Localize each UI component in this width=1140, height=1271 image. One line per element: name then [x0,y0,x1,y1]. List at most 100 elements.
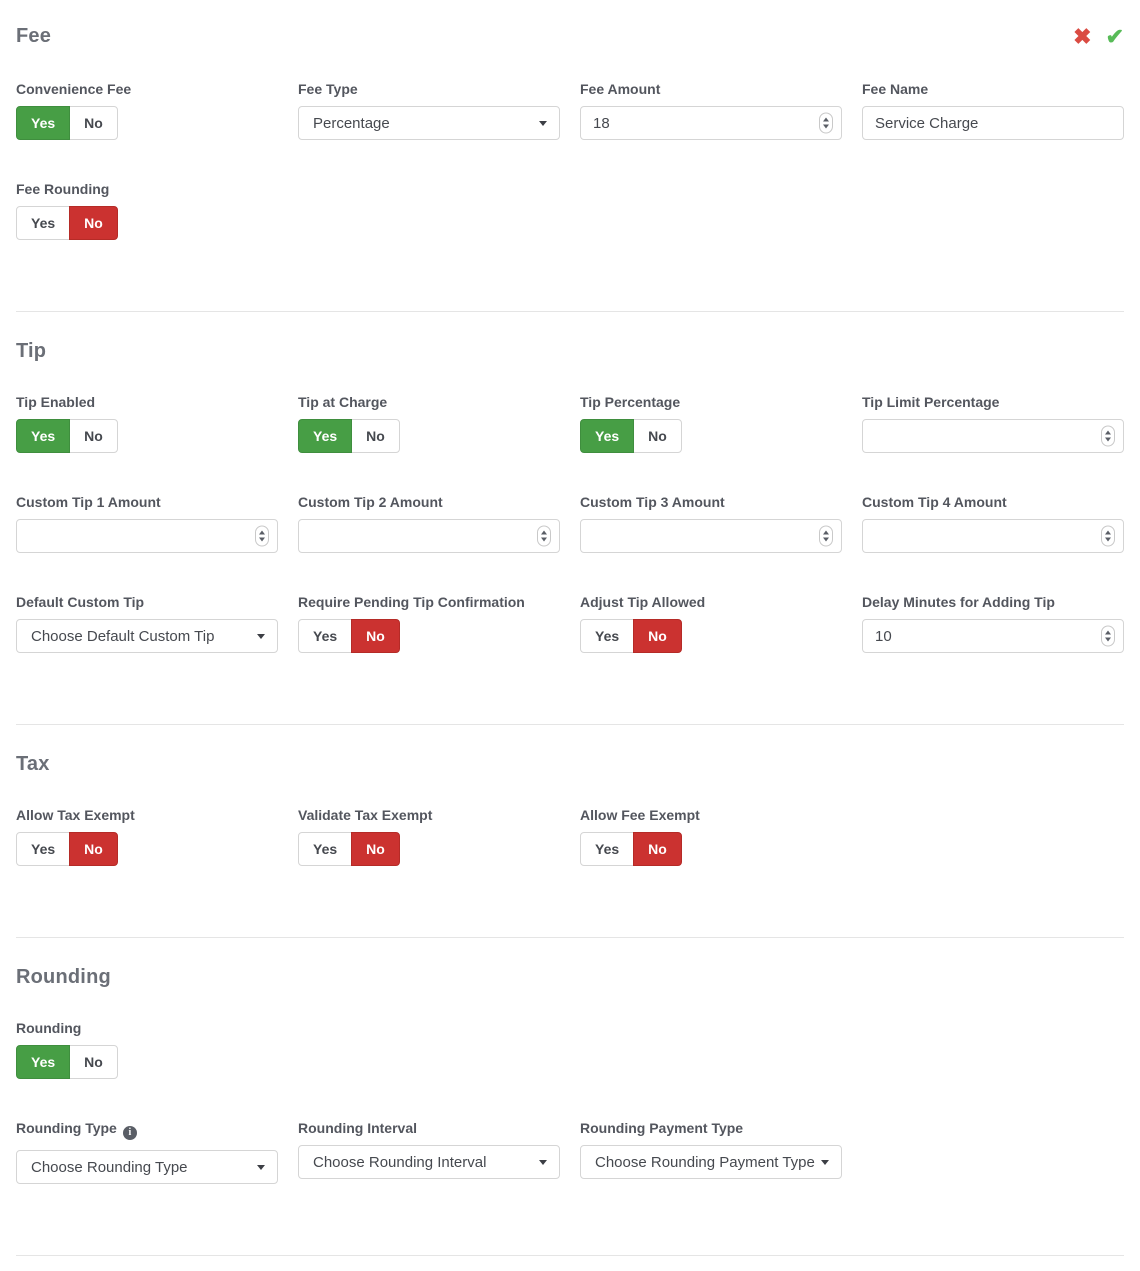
allow-tax-exempt-group: Allow Tax Exempt Yes No [16,808,278,866]
custom-tip-4-stepper-icon[interactable] [1101,525,1115,547]
custom-tip-4-input[interactable] [862,519,1124,553]
tip-limit-percentage-label: Tip Limit Percentage [862,394,1000,410]
adjust-tip-allowed-label: Adjust Tip Allowed [580,594,706,610]
tip-at-charge-yes-button[interactable]: Yes [298,419,353,453]
custom-tip-3-label: Custom Tip 3 Amount [580,494,725,510]
fee-amount-input[interactable] [580,106,842,140]
convenience-fee-toggle: Yes No [16,106,118,140]
tip-section: Tip Tip Enabled Yes No Tip at Charge Yes… [16,312,1124,725]
tip-row-1: Tip Enabled Yes No Tip at Charge Yes No … [16,395,1124,495]
rounding-type-label: Rounding Type i [16,1121,278,1140]
tax-section: Tax Allow Tax Exempt Yes No Validate Tax… [16,725,1124,938]
fee-amount-label: Fee Amount [580,81,661,97]
validate-tax-exempt-no-button[interactable]: No [351,832,400,866]
adjust-tip-allowed-toggle: Yes No [580,619,682,653]
rounding-section-title: Rounding [16,966,111,988]
validate-tax-exempt-label: Validate Tax Exempt [298,807,433,823]
default-custom-tip-select[interactable]: Choose Default Custom Tip [16,619,278,653]
fee-rounding-yes-button[interactable]: Yes [16,206,71,240]
require-pending-tip-confirmation-group: Require Pending Tip Confirmation Yes No [298,595,560,653]
rounding-interval-label: Rounding Interval [298,1120,417,1136]
tip-enabled-no-button[interactable]: No [69,419,118,453]
info-icon[interactable]: i [122,1126,137,1140]
rounding-type-selected-value: Choose Rounding Type [31,1158,188,1176]
tip-at-charge-no-button[interactable]: No [351,419,400,453]
custom-tip-1-label: Custom Tip 1 Amount [16,494,161,510]
validate-tax-exempt-yes-button[interactable]: Yes [298,832,353,866]
tip-enabled-group: Tip Enabled Yes No [16,395,278,453]
rounding-type-select[interactable]: Choose Rounding Type [16,1150,278,1184]
rounding-no-button[interactable]: No [69,1045,118,1079]
custom-tip-1-group: Custom Tip 1 Amount [16,495,278,553]
allow-fee-exempt-label: Allow Fee Exempt [580,807,700,823]
adjust-tip-allowed-no-button[interactable]: No [633,619,682,653]
rounding-interval-group: Rounding Interval Choose Rounding Interv… [298,1121,560,1184]
custom-tip-4-label: Custom Tip 4 Amount [862,494,1007,510]
fee-section-header: Fee ✖ ✔ [16,26,1124,48]
tip-enabled-toggle: Yes No [16,419,118,453]
rounding-interval-select[interactable]: Choose Rounding Interval [298,1145,560,1179]
custom-tip-2-input[interactable] [298,519,560,553]
convenience-fee-yes-button[interactable]: Yes [16,106,71,140]
rounding-group: Rounding Yes No [16,1021,278,1079]
cancel-icon[interactable]: ✖ [1073,24,1092,49]
custom-tip-1-input[interactable] [16,519,278,553]
rounding-type-label-text: Rounding Type [16,1120,117,1136]
tip-section-header: Tip [16,341,1124,361]
custom-tip-2-field [298,519,560,553]
rounding-payment-type-select[interactable]: Choose Rounding Payment Type [580,1145,842,1179]
fee-type-group: Fee Type Percentage [298,82,560,140]
tip-enabled-label: Tip Enabled [16,394,96,410]
rounding-section: Rounding Rounding Yes No Rounding Type i … [16,938,1124,1256]
allow-tax-exempt-yes-button[interactable]: Yes [16,832,71,866]
adjust-tip-allowed-yes-button[interactable]: Yes [580,619,635,653]
tax-row-1: Allow Tax Exempt Yes No Validate Tax Exe… [16,808,1124,908]
custom-tip-1-stepper-icon[interactable] [255,525,269,547]
allow-fee-exempt-yes-button[interactable]: Yes [580,832,635,866]
tip-percentage-yes-button[interactable]: Yes [580,419,635,453]
default-custom-tip-selected-value: Choose Default Custom Tip [31,627,215,645]
tip-limit-percentage-input[interactable] [862,419,1124,453]
chevron-down-icon [257,633,265,639]
convenience-fee-no-button[interactable]: No [69,106,118,140]
fee-rounding-toggle: Yes No [16,206,118,240]
default-custom-tip-group: Default Custom Tip Choose Default Custom… [16,595,278,653]
fee-rounding-no-button[interactable]: No [69,206,118,240]
tip-limit-percentage-stepper-icon[interactable] [1101,425,1115,447]
custom-tip-3-input[interactable] [580,519,842,553]
chevron-down-icon [539,120,547,126]
custom-tip-4-field [862,519,1124,553]
tip-row-3: Default Custom Tip Choose Default Custom… [16,595,1124,695]
allow-fee-exempt-group: Allow Fee Exempt Yes No [580,808,842,866]
custom-tip-3-stepper-icon[interactable] [819,525,833,547]
require-pending-tip-confirmation-yes-button[interactable]: Yes [298,619,353,653]
rounding-row-1: Rounding Yes No [16,1021,1124,1121]
tip-at-charge-label: Tip at Charge [298,394,388,410]
fee-amount-stepper-icon[interactable] [819,112,833,134]
fee-name-field [862,106,1124,140]
fee-type-label: Fee Type [298,81,358,97]
require-pending-tip-confirmation-no-button[interactable]: No [351,619,400,653]
allow-tax-exempt-no-button[interactable]: No [69,832,118,866]
validate-tax-exempt-toggle: Yes No [298,832,400,866]
fee-amount-group: Fee Amount [580,82,842,140]
allow-fee-exempt-no-button[interactable]: No [633,832,682,866]
allow-tax-exempt-toggle: Yes No [16,832,118,866]
rounding-type-group: Rounding Type i Choose Rounding Type [16,1121,278,1184]
fee-rounding-group: Fee Rounding Yes No [16,182,278,240]
tip-percentage-no-button[interactable]: No [633,419,682,453]
rounding-payment-type-group: Rounding Payment Type Choose Rounding Pa… [580,1121,842,1184]
allow-fee-exempt-toggle: Yes No [580,832,682,866]
confirm-icon[interactable]: ✔ [1105,24,1124,49]
fee-type-select[interactable]: Percentage [298,106,560,140]
delay-minutes-stepper-icon[interactable] [1101,625,1115,647]
custom-tip-2-stepper-icon[interactable] [537,525,551,547]
tip-enabled-yes-button[interactable]: Yes [16,419,71,453]
fee-name-input[interactable] [862,106,1124,140]
fee-amount-field [580,106,842,140]
tip-limit-percentage-field [862,419,1124,453]
delay-minutes-input[interactable] [862,619,1124,653]
fee-section: Fee ✖ ✔ Convenience Fee Yes No Fee Type … [16,26,1124,312]
rounding-yes-button[interactable]: Yes [16,1045,71,1079]
fee-rounding-label: Fee Rounding [16,181,110,197]
